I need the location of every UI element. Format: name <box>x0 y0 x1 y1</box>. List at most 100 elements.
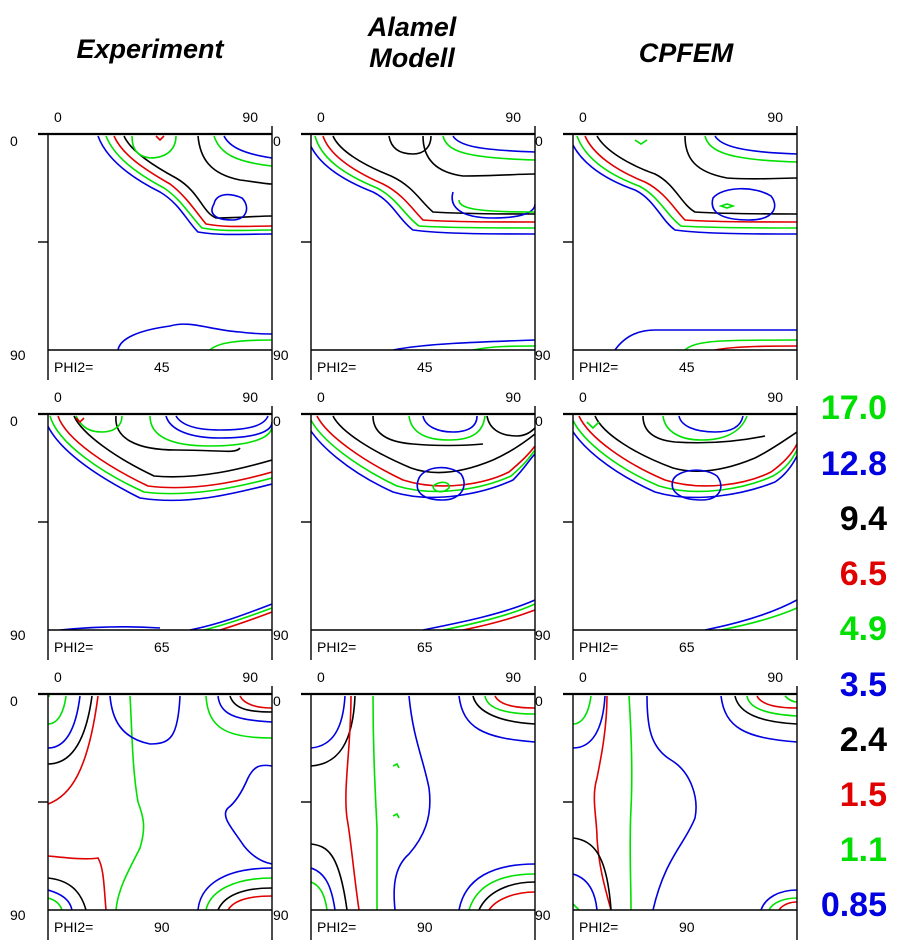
legend-level-value: 1.1 <box>839 831 887 869</box>
contour-lines <box>48 695 272 910</box>
odf-section-panel: 0 90 0 90 PHI2= 45 <box>273 108 536 380</box>
contour-line <box>734 695 797 725</box>
phi2-value: 90 <box>154 919 170 935</box>
odf-section-plot: 0 90 0 90 PHI2= 65 <box>273 389 536 660</box>
y-axis-end-label: 90 <box>273 347 289 363</box>
contour-line <box>372 695 378 910</box>
contour-lines <box>48 415 272 630</box>
contour-line <box>484 695 535 715</box>
contour-line <box>311 695 356 767</box>
phi2-value: 65 <box>417 639 433 655</box>
odf-section-plot: 0 90 0 90 PHI2= 90 <box>10 669 273 940</box>
y-axis-end-label: 90 <box>535 627 551 643</box>
contour-line <box>634 139 648 145</box>
contour-line <box>408 415 486 441</box>
odf-section-panel: 0 90 0 90 PHI2= 65 <box>535 388 798 660</box>
contour-line <box>224 764 272 865</box>
contour-line <box>311 843 348 910</box>
column-title-alamel: Alamel Modell <box>302 12 522 74</box>
legend-level-value: 6.5 <box>839 555 887 593</box>
contour-line <box>714 345 797 350</box>
contour-line <box>472 345 535 350</box>
x-axis-start-label: 0 <box>317 669 325 685</box>
contour-line <box>472 695 535 725</box>
odf-section-panel: 0 90 0 90 PHI2= 90 <box>535 668 798 940</box>
contour-line <box>165 415 272 439</box>
contour-line <box>105 135 272 232</box>
contour-line <box>671 469 722 501</box>
contour-line <box>211 193 248 221</box>
odf-section-panel: 0 90 0 90 PHI2= 45 <box>10 108 273 380</box>
legend-level-value: 9.4 <box>839 500 887 538</box>
contour-line <box>768 897 797 910</box>
contour-lines <box>311 135 535 350</box>
phi2-value: 65 <box>154 639 170 655</box>
contour-line <box>392 812 400 819</box>
contour-line <box>458 199 535 213</box>
y-axis-end-label: 90 <box>10 907 26 923</box>
y-axis-start-label: 0 <box>535 693 543 709</box>
contour-line <box>197 135 272 185</box>
contour-line <box>416 466 465 501</box>
phi2-label: PHI2= <box>317 359 356 375</box>
contour-line <box>422 415 478 433</box>
phi2-value: 65 <box>679 639 695 655</box>
contour-line <box>311 881 328 910</box>
contour-line <box>720 695 797 743</box>
contour-line <box>486 415 535 437</box>
contour-line <box>584 135 797 223</box>
y-axis-end-label: 90 <box>535 347 551 363</box>
contour-line <box>311 144 535 235</box>
contour-line <box>115 695 145 910</box>
contour-line <box>48 695 99 805</box>
contour-line <box>451 191 535 219</box>
contour-line <box>311 867 336 910</box>
odf-section-panel: 0 90 0 90 PHI2= 65 <box>10 388 273 660</box>
contour-line <box>48 424 272 502</box>
x-axis-end-label: 90 <box>505 389 521 405</box>
x-axis-end-label: 90 <box>505 109 521 125</box>
contour-line <box>458 863 535 910</box>
x-axis-start-label: 0 <box>579 669 587 685</box>
contour-line <box>576 135 797 229</box>
x-axis-start-label: 0 <box>317 109 325 125</box>
y-axis-end-label: 90 <box>10 627 26 643</box>
contour-line <box>392 339 535 350</box>
contour-line <box>203 607 272 630</box>
contour-line <box>573 837 612 910</box>
column-title-experiment: Experiment <box>40 34 260 65</box>
contour-line <box>48 897 63 910</box>
contour-line <box>113 135 272 228</box>
contour-line <box>778 901 797 910</box>
phi2-label: PHI2= <box>317 639 356 655</box>
contour-line <box>596 135 797 215</box>
y-axis-end-label: 90 <box>10 347 26 363</box>
legend-level-value: 0.85 <box>820 886 887 924</box>
y-axis-start-label: 0 <box>273 413 281 429</box>
odf-section-panel: 0 90 0 90 PHI2= 90 <box>273 668 536 940</box>
contour-line <box>109 695 181 745</box>
contour-line <box>209 339 272 350</box>
odf-section-plot: 0 90 0 90 PHI2= 45 <box>10 109 273 380</box>
column-title-line: Modell <box>369 43 455 73</box>
contour-line <box>760 889 797 910</box>
x-axis-end-label: 90 <box>242 109 258 125</box>
phi2-value: 45 <box>417 359 433 375</box>
x-axis-end-label: 90 <box>767 389 783 405</box>
contour-line <box>393 695 431 910</box>
contour-line <box>48 877 87 910</box>
legend-level-value: 12.8 <box>820 445 887 483</box>
contour-line <box>332 415 535 474</box>
contour-line <box>223 135 272 159</box>
contour-line <box>458 695 535 743</box>
odf-section-plot: 0 90 0 90 PHI2= 65 <box>535 389 798 660</box>
contour-line <box>314 135 535 229</box>
contour-line <box>388 135 432 155</box>
plot-frame <box>572 686 798 940</box>
phi2-label: PHI2= <box>317 919 356 935</box>
contour-line <box>573 873 598 910</box>
x-axis-start-label: 0 <box>579 389 587 405</box>
odf-section-plot: 0 90 0 90 PHI2= 90 <box>535 669 798 940</box>
contour-line <box>488 891 535 910</box>
contour-line <box>57 415 272 489</box>
